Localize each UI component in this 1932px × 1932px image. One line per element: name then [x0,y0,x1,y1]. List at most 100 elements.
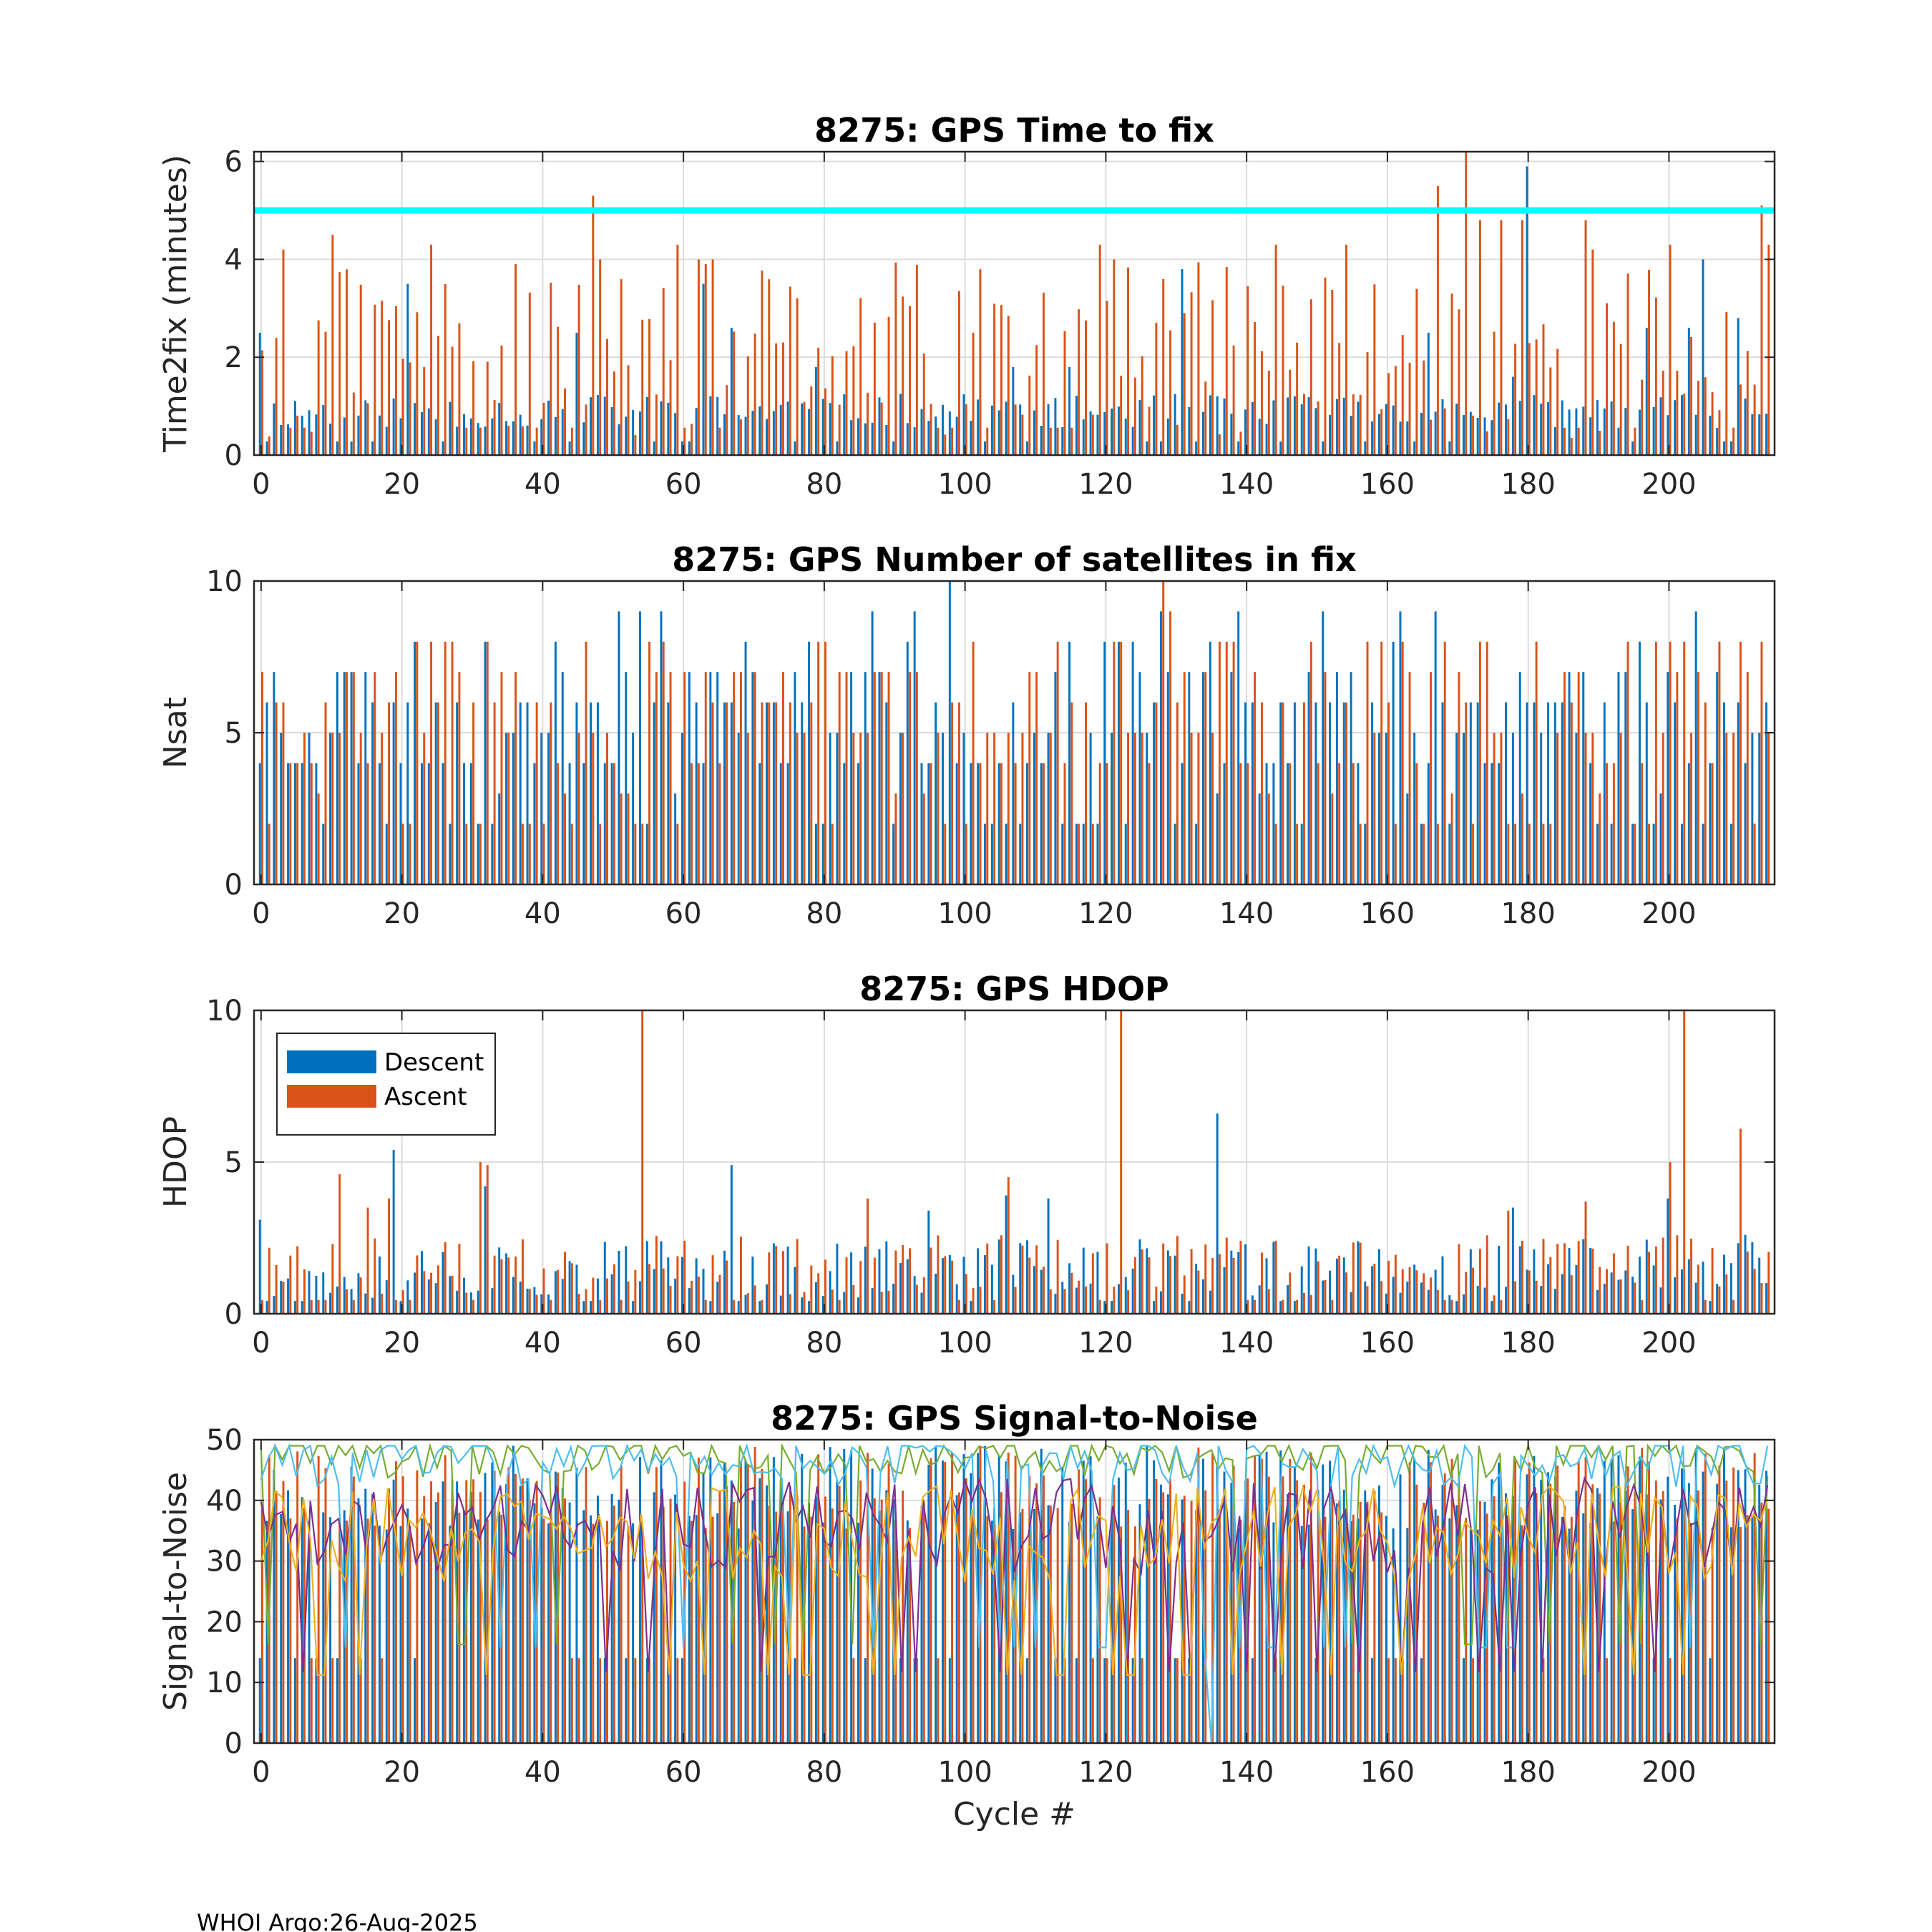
descent-bar [688,1516,691,1743]
x-tick-label: 160 [1360,468,1415,501]
ascent-bar [472,702,475,884]
descent-bar [1019,1243,1022,1314]
ascent-bar [1345,702,1347,884]
ascent-bar [909,672,912,884]
descent-bar [681,1658,683,1743]
ascent-bar [789,286,791,455]
descent-bar [695,408,698,455]
ascent-bar [775,1246,778,1314]
ascent-bar [577,1658,580,1743]
ascent-bar [1063,763,1066,884]
ascent-bar [887,1290,890,1314]
descent-bar [1596,1488,1599,1743]
ascent-bar [739,419,742,455]
descent-bar [645,1241,648,1314]
descent-bar [1054,672,1057,884]
descent-bar [519,702,522,884]
ascent-bar [521,824,524,884]
ascent-bar [1155,1287,1158,1314]
ascent-bar [1127,1290,1130,1314]
ascent-bar [1697,380,1699,455]
descent-bar [1518,1246,1521,1314]
ascent-bar [282,1282,285,1314]
ascent-bar [1676,371,1679,455]
descent-bar [1463,1658,1465,1743]
descent-bar [638,1457,641,1743]
ascent-bar [824,1259,826,1314]
descent-bar [1723,702,1725,884]
ascent-bar [324,702,327,884]
ascent-bar [1626,273,1629,455]
ascent-bar [1035,345,1038,455]
ascent-bar [1690,336,1693,455]
ascent-bar [648,641,651,884]
ascent-bar [1591,733,1594,884]
ascent-bar [683,427,686,455]
descent-bar [1103,1301,1106,1314]
descent-bar [519,414,522,455]
descent-bar [1096,1252,1099,1314]
descent-bar [421,1518,423,1743]
ascent-bar [1274,824,1277,884]
descent-bar [1230,1483,1233,1743]
descent-bar [674,1278,677,1314]
ascent-bar [845,672,848,884]
ascent-bar [726,1486,728,1743]
descent-bar [554,416,557,455]
descent-bar [1469,411,1472,455]
ascent-bar [669,1498,672,1743]
ascent-bar [1042,1475,1045,1743]
descent-bar [1138,400,1141,455]
descent-bar [392,702,395,884]
ascent-bar [592,1277,595,1314]
descent-bar [1251,401,1254,455]
descent-bar [1019,1512,1022,1743]
ascent-bar [1133,733,1136,884]
descent-bar [962,1257,965,1314]
x-tick-label: 160 [1360,1327,1415,1360]
descent-bar [716,1282,719,1314]
descent-bar [1631,441,1634,455]
descent-bar [1244,1481,1247,1743]
x-tick-label: 140 [1219,1327,1274,1360]
descent-bar [1153,702,1156,884]
ascent-bar [986,1516,989,1743]
ascent-bar [1070,702,1073,884]
descent-bar [1244,702,1247,884]
ascent-bar [1106,763,1108,884]
ascent-bar [1739,1527,1742,1743]
descent-bar [772,411,775,455]
descent-bar [758,1478,761,1743]
descent-bar [1483,1287,1486,1314]
descent-bar [1441,1256,1444,1314]
descent-bar [610,1493,613,1743]
ascent-bar [1478,220,1481,455]
ascent-bar [338,1523,341,1743]
ascent-bar [606,338,608,455]
ascent-bar [789,1294,791,1314]
ascent-bar [1141,733,1143,884]
descent-bar [1758,414,1761,455]
descent-bar [674,793,677,884]
ascent-bar [486,1519,489,1743]
ascent-bar [1232,1257,1235,1314]
descent-bar [723,1250,726,1314]
ascent-bar [1599,1267,1601,1314]
descent-bar [814,824,817,884]
ascent-bar [564,1252,566,1314]
ascent-bar [1049,1289,1052,1314]
descent-bar [829,1271,831,1314]
descent-bar [667,702,670,884]
descent-bar [618,424,620,455]
ascent-bar [528,1289,531,1314]
descent-bar [1385,733,1387,884]
y-tick-label: 20 [206,1606,243,1639]
descent-bar [1610,1272,1613,1314]
descent-bar [1498,1462,1501,1743]
x-tick-label: 180 [1501,1756,1555,1789]
descent-bar [935,1445,937,1743]
ascent-bar [859,733,862,884]
descent-bar [892,1499,895,1743]
descent-bar [962,1454,965,1743]
descent-bar [638,1281,641,1314]
